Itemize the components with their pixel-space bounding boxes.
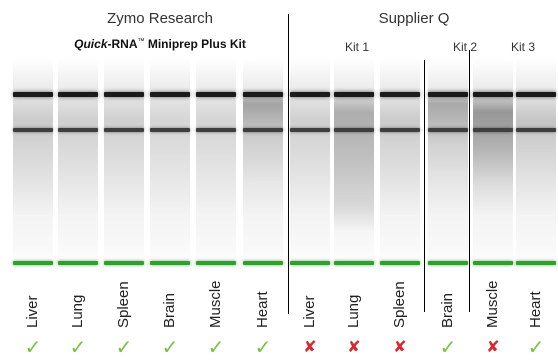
gel-lane [516, 58, 556, 270]
gel-lane [290, 58, 330, 270]
rrna-28s-band [104, 92, 144, 97]
tissue-label: Spleen [391, 281, 408, 328]
zymo-product-name: Quick-RNA™ Miniprep Plus Kit [20, 37, 300, 51]
tissue-label: Spleen [115, 281, 132, 328]
tissue-label: Liver [301, 295, 318, 328]
rna-smear [290, 88, 330, 248]
kit-divider-2 [469, 50, 470, 312]
supplier-group-title: Supplier Q [378, 10, 450, 27]
marker-band [428, 261, 468, 265]
kit-label-3: Kit 3 [511, 40, 536, 54]
cross-icon: ✘ [486, 339, 500, 356]
rna-smear [104, 88, 144, 248]
rrna-18s-band [334, 128, 374, 132]
rrna-18s-band [243, 128, 283, 132]
marker-band [196, 261, 236, 265]
rrna-28s-band [196, 92, 236, 97]
tissue-label: Liver [24, 295, 41, 328]
rna-smear [473, 88, 513, 248]
gel-lane [428, 58, 468, 270]
tissue-label: Brain [161, 292, 178, 328]
rna-smear [58, 88, 98, 248]
marker-band [243, 261, 283, 265]
tissue-label: Heart [254, 291, 271, 328]
cross-icon: ✘ [393, 339, 407, 356]
check-icon: ✓ [115, 337, 133, 359]
check-icon: ✓ [254, 337, 272, 359]
gel-lane [243, 58, 283, 270]
marker-band [58, 261, 98, 265]
rrna-28s-band [243, 92, 283, 97]
gel-lane [380, 58, 420, 270]
rna-smear [150, 88, 190, 248]
tissue-label: Muscle [484, 280, 501, 328]
gel-lane [58, 58, 98, 270]
gel-lane [104, 58, 144, 270]
product-rna-text: -RNA [107, 37, 138, 51]
zymo-group-title: Zymo Research [107, 10, 213, 27]
check-icon: ✓ [207, 337, 225, 359]
product-quick-text: Quick [74, 37, 108, 51]
rna-smear [380, 88, 420, 248]
rrna-18s-band [516, 128, 556, 132]
gel-lane [13, 58, 53, 270]
gel-lane [196, 58, 236, 270]
kit-divider-1 [424, 60, 425, 312]
kit-label-1: Kit 1 [345, 40, 370, 54]
gel-lane [473, 58, 513, 270]
kit-label-2: Kit 2 [453, 40, 478, 54]
tissue-label: Lung [345, 294, 362, 328]
tissue-label: Brain [439, 292, 456, 328]
rrna-28s-band [334, 92, 374, 97]
rrna-28s-band [380, 92, 420, 97]
marker-band [473, 261, 513, 265]
product-tail-text: Miniprep Plus Kit [144, 37, 246, 51]
rrna-18s-band [13, 128, 53, 132]
marker-band [290, 261, 330, 265]
rrna-28s-band [473, 92, 513, 97]
check-icon: ✓ [24, 337, 42, 359]
rrna-28s-band [516, 92, 556, 97]
tissue-label: Heart [527, 291, 544, 328]
rna-smear [334, 88, 374, 248]
rrna-28s-band [290, 92, 330, 97]
gel-lane [334, 58, 374, 270]
gel-lane [150, 58, 190, 270]
marker-band [150, 261, 190, 265]
rrna-18s-band [428, 128, 468, 132]
rrna-28s-band [58, 92, 98, 97]
cross-icon: ✘ [303, 339, 317, 356]
marker-band [380, 261, 420, 265]
rna-smear [196, 88, 236, 248]
rna-smear [13, 88, 53, 248]
rrna-18s-band [290, 128, 330, 132]
rrna-18s-band [150, 128, 190, 132]
rrna-28s-band [13, 92, 53, 97]
marker-band [334, 261, 374, 265]
check-icon: ✓ [69, 337, 87, 359]
trademark-symbol: ™ [137, 38, 145, 45]
rna-smear [428, 88, 468, 248]
cross-icon: ✘ [347, 339, 361, 356]
rrna-18s-band [473, 128, 513, 132]
rrna-28s-band [150, 92, 190, 97]
marker-band [13, 261, 53, 265]
check-icon: ✓ [527, 337, 545, 359]
tissue-label: Muscle [207, 280, 224, 328]
check-icon: ✓ [439, 337, 457, 359]
rrna-28s-band [428, 92, 468, 97]
marker-band [104, 261, 144, 265]
rna-smear [516, 88, 556, 248]
rrna-18s-band [104, 128, 144, 132]
rrna-18s-band [58, 128, 98, 132]
tissue-label: Lung [69, 294, 86, 328]
marker-band [516, 261, 556, 265]
check-icon: ✓ [161, 337, 179, 359]
rrna-18s-band [380, 128, 420, 132]
rna-smear [243, 88, 283, 248]
group-divider [288, 14, 289, 314]
rrna-18s-band [196, 128, 236, 132]
